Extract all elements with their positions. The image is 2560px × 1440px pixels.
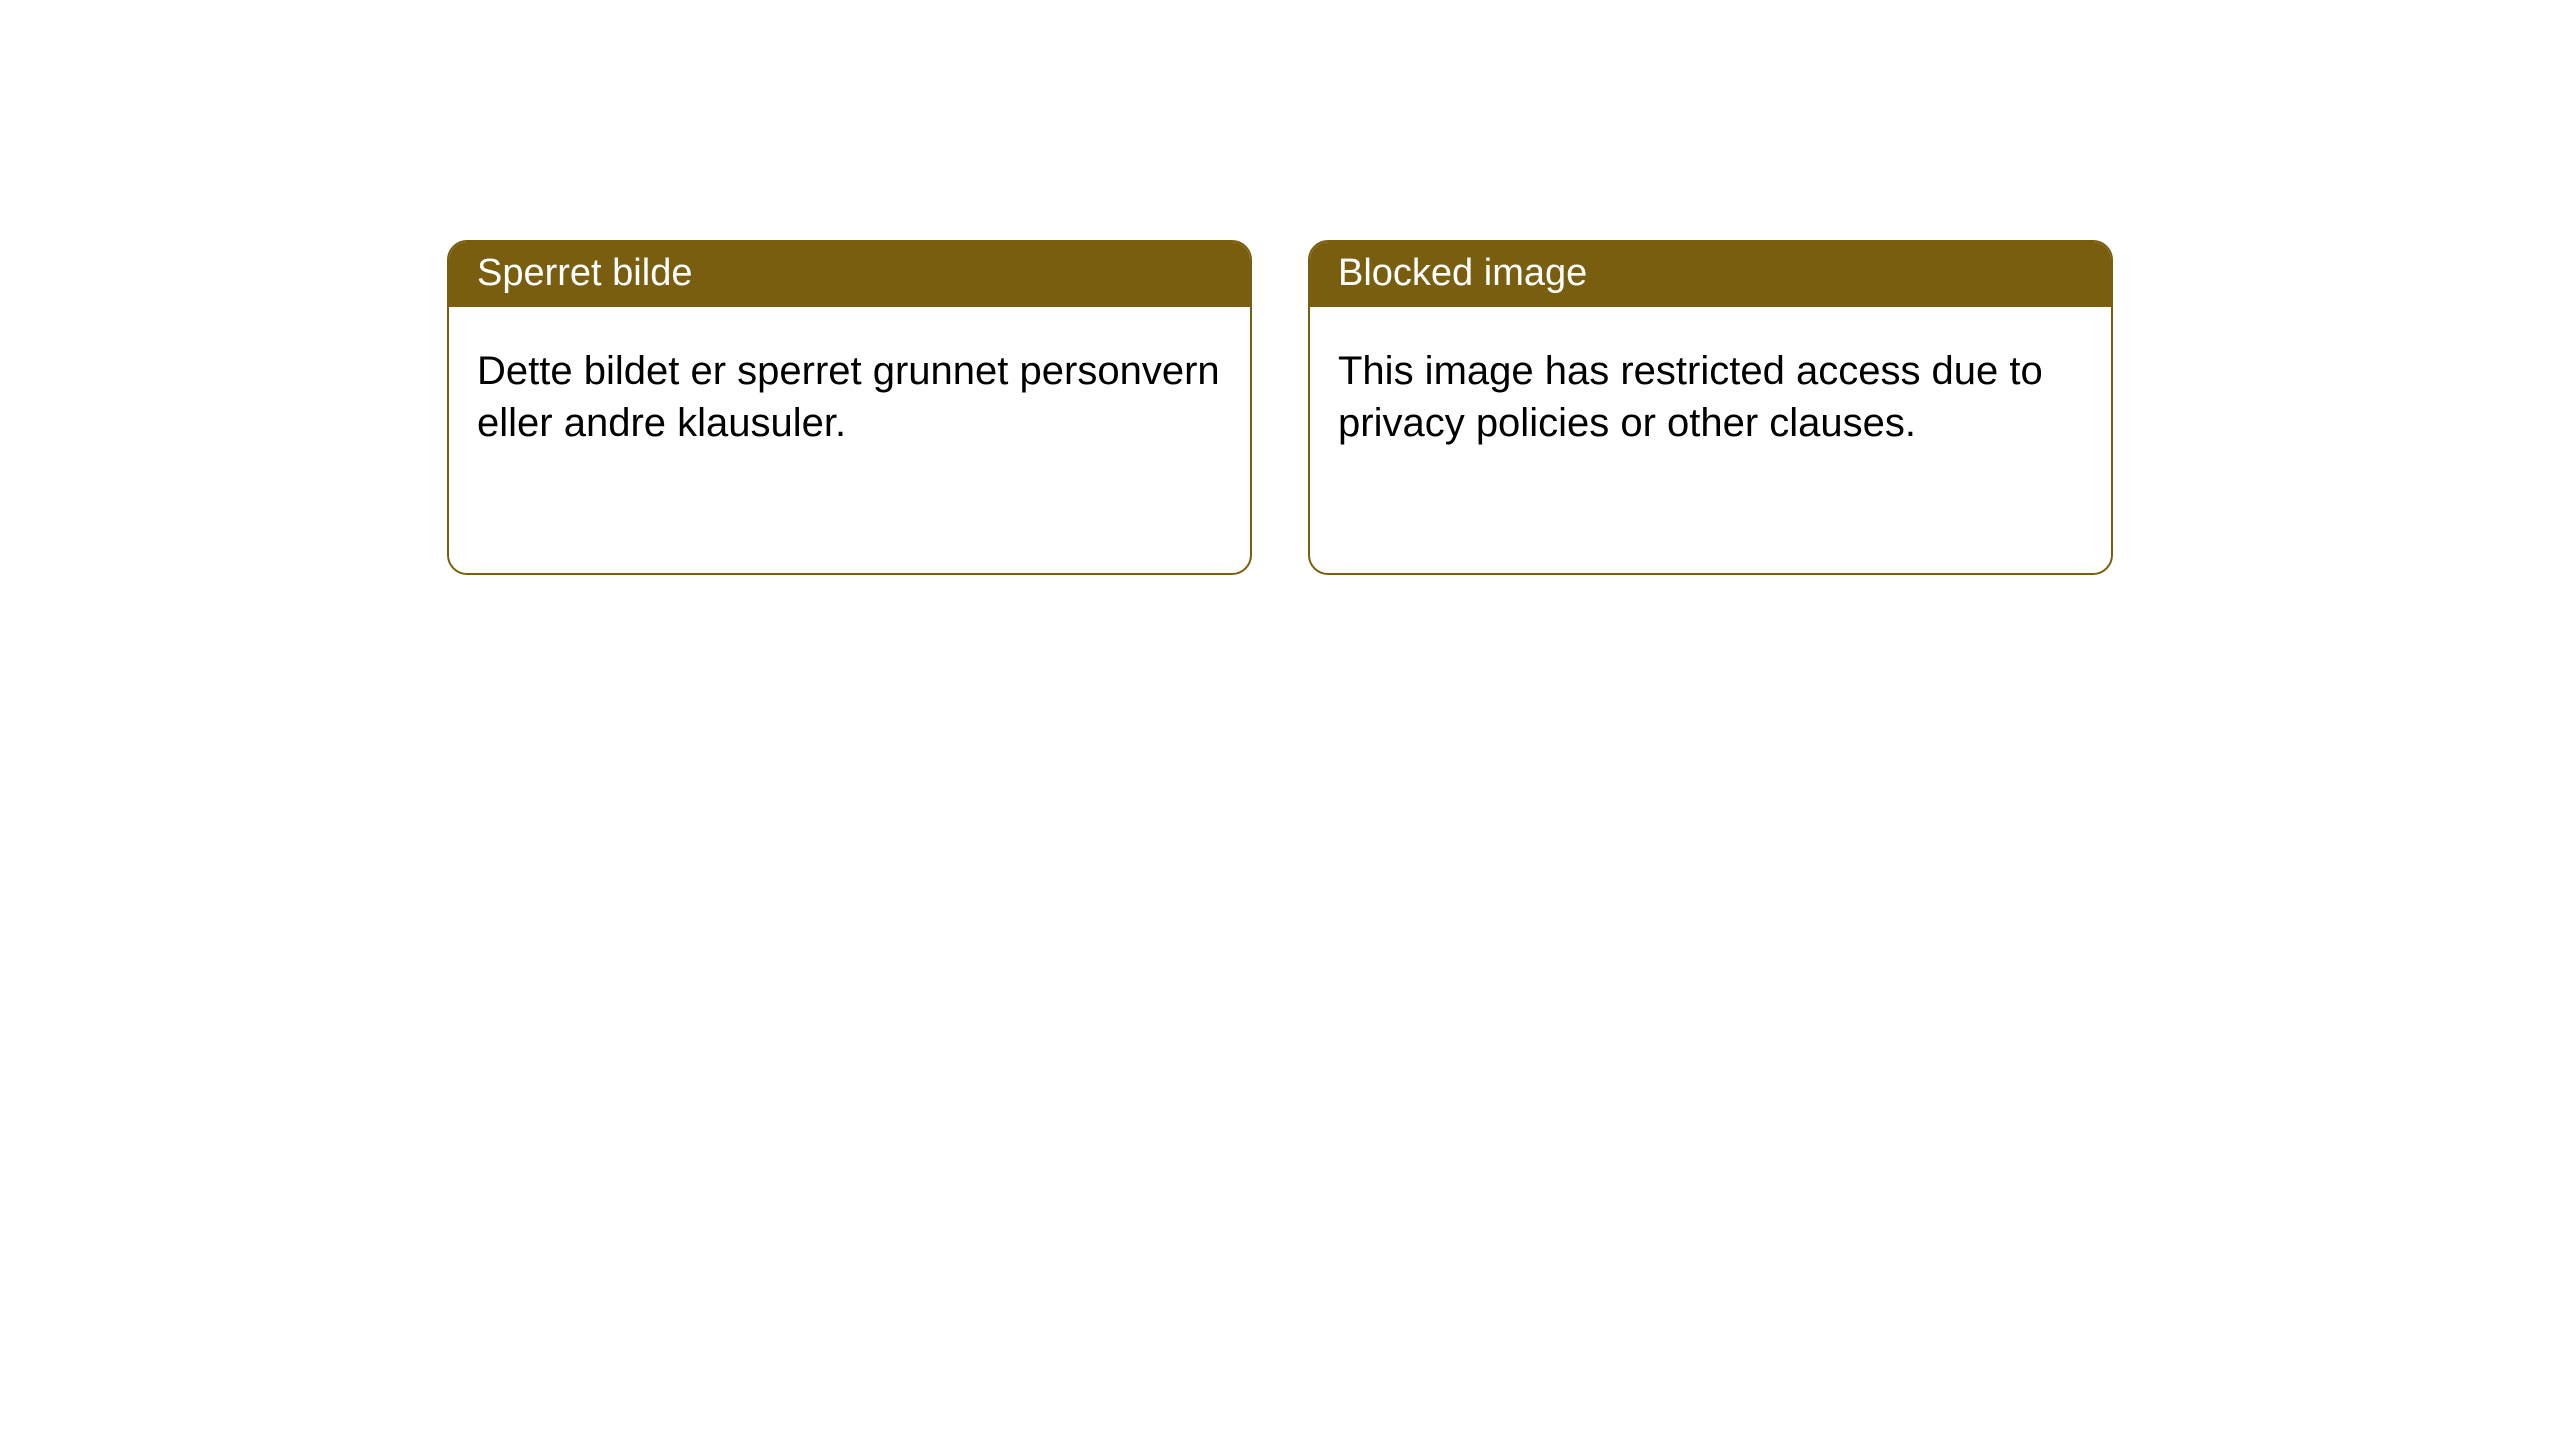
notice-body-english: This image has restricted access due to …: [1310, 307, 2111, 487]
notice-title-english: Blocked image: [1310, 242, 2111, 307]
notice-card-english: Blocked image This image has restricted …: [1308, 240, 2113, 575]
notice-container: Sperret bilde Dette bildet er sperret gr…: [0, 0, 2560, 575]
notice-card-norwegian: Sperret bilde Dette bildet er sperret gr…: [447, 240, 1252, 575]
notice-title-norwegian: Sperret bilde: [449, 242, 1250, 307]
notice-body-norwegian: Dette bildet er sperret grunnet personve…: [449, 307, 1250, 487]
